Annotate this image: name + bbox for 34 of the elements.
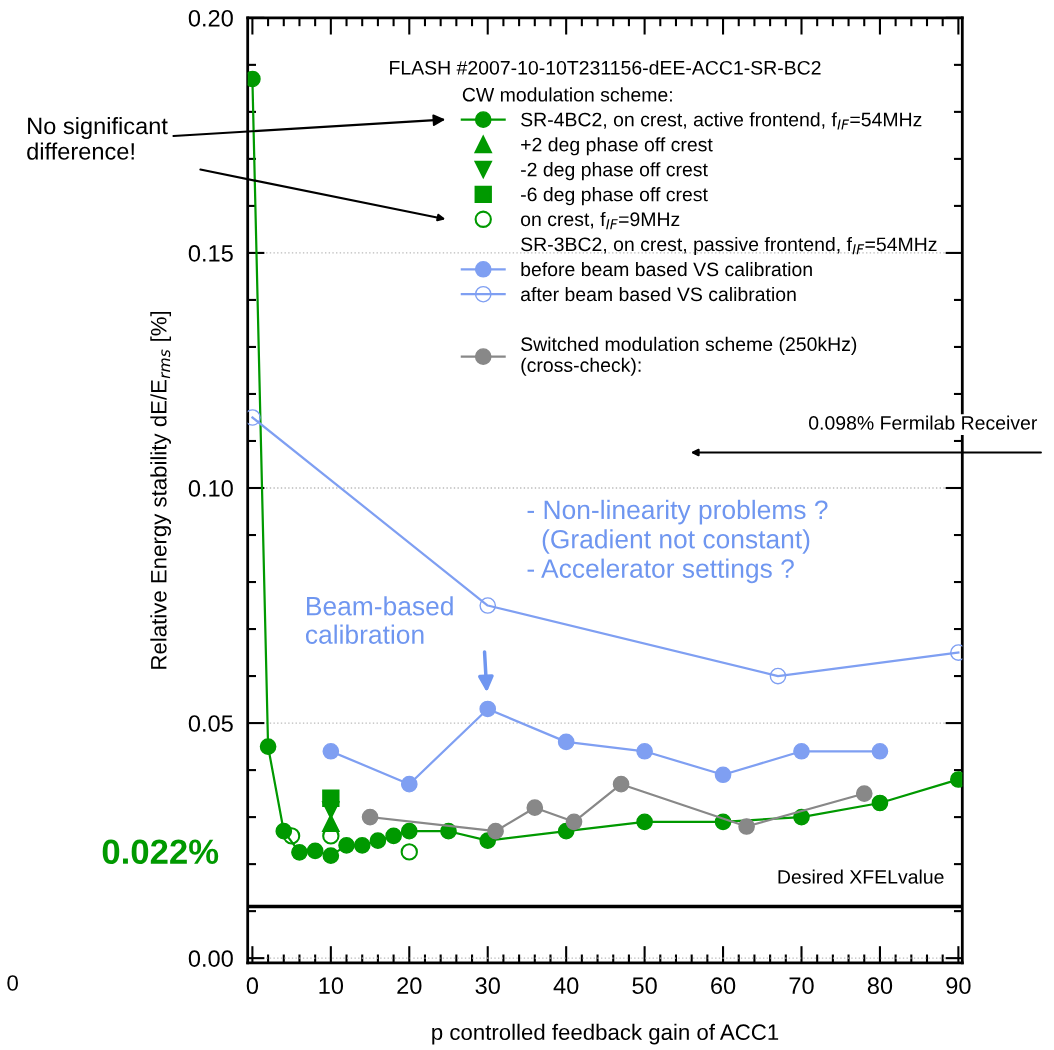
x-tick-label: 0: [246, 977, 259, 995]
annotation: SR-3BC2, on crest, passive frontend, f$_{IF}$=54MHz: [521, 236, 937, 256]
x-tick-label: 30: [475, 977, 500, 995]
ref-line-label: Desired XFELvalue: [778, 869, 944, 884]
y-axis-title: Relative Energy stability dE/E$_{rms}$ [%]: [150, 311, 172, 669]
legend-label: -6 deg phase off crest: [521, 187, 708, 206]
y-tick-label: 0.10: [188, 480, 233, 497]
x-tick-label: 90: [946, 977, 971, 995]
legend-label: Switched modulation scheme (250kHz) (cross-check):: [521, 336, 857, 376]
x-axis-title: p controlled feedback gain of ACC1: [432, 1023, 779, 1045]
text: 0.022%: [102, 839, 219, 865]
legend-title: CW modulation scheme:: [462, 87, 672, 102]
x-tick-label: 10: [319, 977, 344, 995]
annotation: Beam-based calibration: [305, 596, 453, 644]
x-tick-label: 20: [397, 977, 422, 995]
legend-label: after beam based VS calibration: [521, 286, 796, 302]
legend-label: on crest, f$_{IF}$=9MHz: [521, 211, 680, 230]
x-tick-label: 50: [632, 977, 657, 995]
annotation: - Non-linearity problems ? (Gradient not constant) - Accelerator settings ?: [527, 499, 828, 584]
annotation: 0.098% Fermilab Receiver: [809, 415, 1038, 430]
x-tick-label: 70: [789, 977, 814, 995]
legend-label: +2 deg phase off crest: [521, 137, 713, 156]
y-tick-label: 0.05: [188, 715, 233, 732]
text: No significant difference!: [27, 116, 168, 160]
text: FLASH #2007-10-10T231156-dEE-ACC1-SR-BC2: [390, 60, 821, 75]
y-tick-label: 0.00: [188, 950, 233, 967]
x-tick-label: 60: [711, 977, 736, 995]
x-tick-label: 40: [553, 977, 579, 995]
y-tick-label: 0.15: [188, 244, 233, 262]
legend-label: -2 deg phase off crest: [521, 162, 708, 181]
legend-label: before beam based VS calibration: [521, 262, 812, 277]
legend-label: SR-4BC2, on crest, active frontend, f$_{IF}$=54MHz: [521, 112, 922, 130]
y-tick-label: 0.20: [188, 9, 233, 27]
x-tick-label: 80: [867, 977, 893, 995]
